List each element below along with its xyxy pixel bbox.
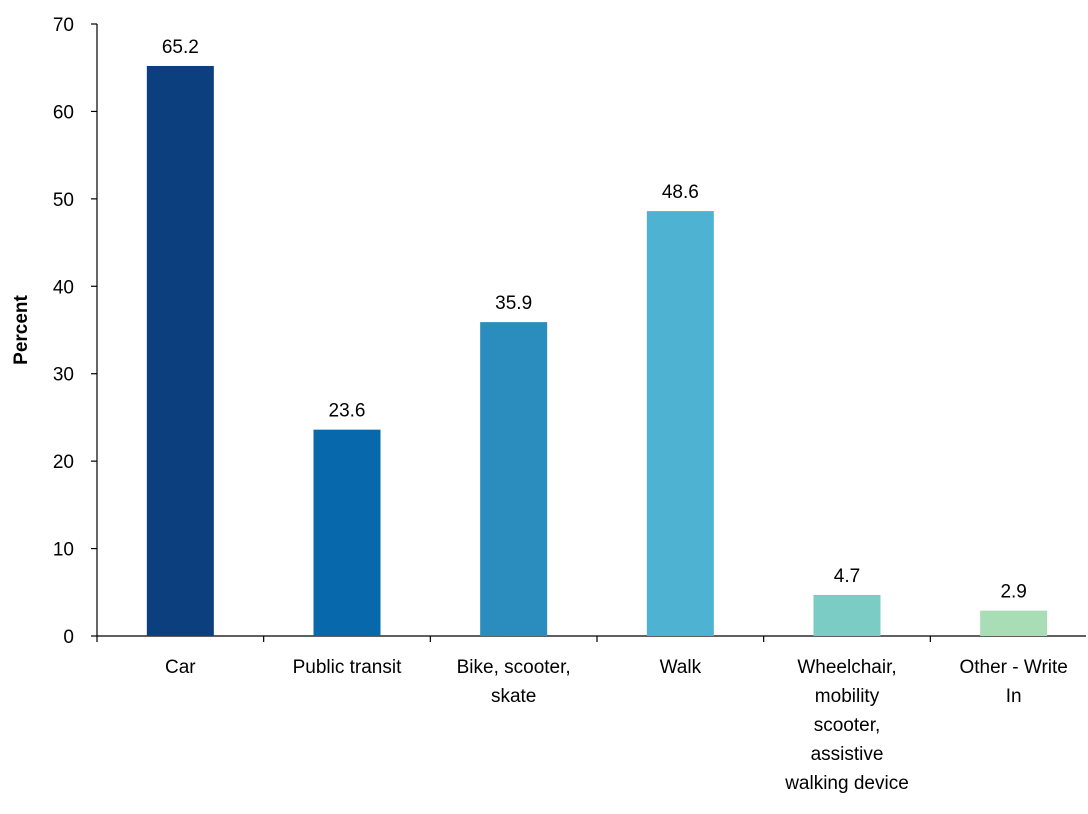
- x-tick-label-line: assistive: [811, 744, 884, 765]
- y-tick-label: 0: [63, 627, 74, 648]
- x-tick-label: Walk: [660, 657, 702, 678]
- x-tick-label: Public transit: [293, 657, 402, 678]
- y-tick-label: 40: [53, 277, 74, 298]
- y-tick-label: 20: [53, 452, 74, 473]
- x-tick-label-line: Public transit: [293, 657, 402, 678]
- x-tick-label-line: In: [1006, 686, 1022, 707]
- x-ticks: Car Public transit Bike, scooter, skate Walk…: [96, 636, 1068, 794]
- x-tick-label-line: walking device: [784, 773, 909, 794]
- x-tick-label: Wheelchair, mobility scooter, assistive walk…: [784, 657, 909, 794]
- y-tick-label: 70: [53, 15, 74, 36]
- x-tick-label: Car: [165, 657, 196, 678]
- y-tick-label: 10: [53, 540, 74, 561]
- x-tick-label-line: mobility: [815, 686, 880, 707]
- axes: [96, 24, 1086, 637]
- bar: [313, 429, 381, 636]
- y-tick-label: 30: [53, 365, 74, 386]
- x-tick-label: Other - Write In: [959, 657, 1067, 707]
- data-label: 2.9: [1000, 582, 1026, 603]
- data-labels: 65.2 23.6 35.9 48.6 4.7 2.9: [162, 37, 1027, 603]
- data-label: 4.7: [834, 566, 860, 587]
- x-tick-label-line: Wheelchair,: [797, 657, 896, 678]
- x-tick-label-line: skate: [491, 686, 536, 707]
- data-label: 23.6: [329, 401, 366, 422]
- x-tick-label-line: Bike, scooter,: [457, 657, 571, 678]
- y-ticks: 0 10 20 30 40 50 60 70: [53, 15, 97, 648]
- x-tick-label-line: Other - Write: [959, 657, 1067, 678]
- bar: [813, 594, 881, 636]
- bar: [480, 322, 548, 636]
- y-tick-label: 50: [53, 190, 74, 211]
- x-tick-label-line: Walk: [660, 657, 702, 678]
- y-axis-title: Percent: [11, 294, 32, 364]
- data-label: 35.9: [495, 293, 532, 314]
- bars: [146, 65, 1048, 637]
- data-label: 65.2: [162, 37, 199, 58]
- bar: [980, 610, 1048, 636]
- bar: [646, 211, 714, 636]
- x-tick-label-line: scooter,: [814, 715, 881, 736]
- x-tick-label-line: Car: [165, 657, 196, 678]
- y-tick-label: 60: [53, 102, 74, 123]
- bar: [146, 65, 214, 637]
- x-tick-label: Bike, scooter, skate: [457, 657, 571, 707]
- y-axis-title-group: Percent: [11, 294, 32, 364]
- data-label: 48.6: [662, 182, 699, 203]
